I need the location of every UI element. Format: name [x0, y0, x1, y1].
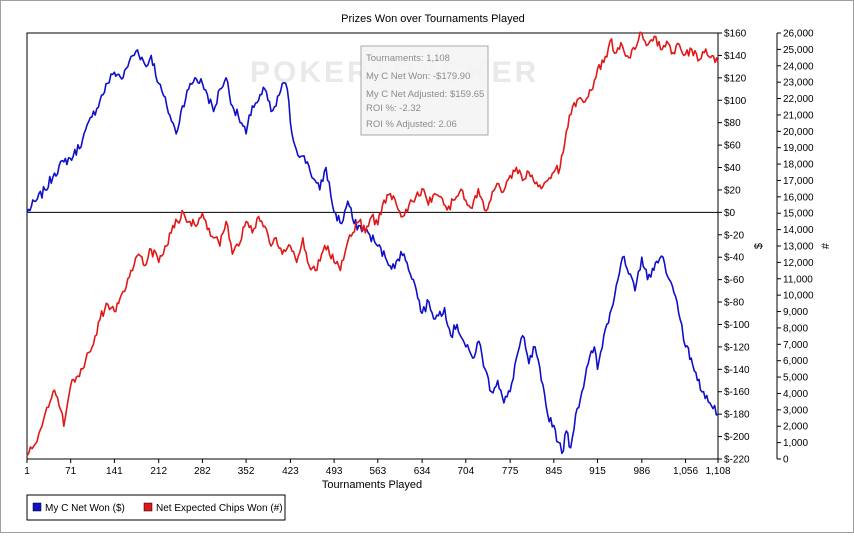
tooltip-line: Tournaments: 1,108 — [366, 53, 450, 64]
y-right-tick-label: 10,000 — [783, 291, 814, 302]
legend-item[interactable]: My C Net Won ($) — [32, 502, 125, 514]
x-tick-label: 282 — [194, 466, 211, 477]
y-right-tick-label: 26,000 — [783, 29, 814, 40]
y-left-tick-label: $20 — [724, 185, 741, 196]
y-right-tick-label: 20,000 — [783, 127, 814, 138]
x-tick-label: 352 — [238, 466, 255, 477]
y-left-tick-label: $40 — [724, 163, 741, 174]
y-right-tick-label: 19,000 — [783, 143, 814, 154]
x-tick-label: 1 — [24, 466, 30, 477]
y-right-tick-label: 2,000 — [783, 422, 808, 433]
y-right-tick-label: 17,000 — [783, 176, 814, 187]
x-axis: 1 71 141 212 282 352 423 493 563 634 704 775 845 915 9… — [24, 459, 731, 477]
x-tick-label: 212 — [150, 466, 167, 477]
y-right-tick-label: 25,000 — [783, 45, 814, 56]
y-left-tick-label: $60 — [724, 141, 741, 152]
y-right-tick-label: 9,000 — [783, 307, 808, 318]
series-line — [26, 49, 719, 455]
chart-title: Prizes Won over Tournaments Played — [341, 13, 525, 25]
y-right-tick-label: 12,000 — [783, 258, 814, 269]
y-right-tick-label: 13,000 — [783, 242, 814, 253]
y-axis-left: $-220 $-200 $-180 $-160 $-140 $-120 $-100 $-80 $… — [718, 29, 750, 466]
y-right-tick-label: 14,000 — [783, 225, 814, 236]
legend: My C Net Won ($) Net Expected Chips Won … — [26, 494, 286, 521]
y-axis-right: 0 1,000 2,000 3,000 4,000 5,000 6,000 7,000 8,00… — [776, 29, 814, 466]
y-right-tick-label: 24,000 — [783, 61, 814, 72]
y-right-tick-label: 3,000 — [783, 405, 808, 416]
y-left-tick-label: $-180 — [724, 410, 750, 421]
legend-label: My C Net Won ($) — [45, 503, 125, 514]
x-tick-label: 563 — [369, 466, 386, 477]
x-tick-label: 704 — [457, 466, 474, 477]
series-line — [26, 31, 719, 457]
y-axis-right-title: # — [820, 242, 832, 249]
y-left-tick-label: $80 — [724, 118, 741, 129]
y-left-tick-label: $-40 — [724, 253, 744, 264]
y-right-tick-label: 6,000 — [783, 356, 808, 367]
legend-label: Net Expected Chips Won (#) — [156, 503, 283, 514]
tooltip-line: My C Net Adjusted: $159.65 — [366, 89, 484, 100]
y-right-tick-label: 22,000 — [783, 94, 814, 105]
y-right-tick-label: 23,000 — [783, 78, 814, 89]
x-tick-label: 1,108 — [705, 466, 730, 477]
y-left-tick-label: $-80 — [724, 298, 744, 309]
y-left-tick-label: $-100 — [724, 320, 750, 331]
y-right-tick-label: 8,000 — [783, 323, 808, 334]
y-right-tick-label: 18,000 — [783, 160, 814, 171]
y-right-tick-label: 16,000 — [783, 192, 814, 203]
tooltip-line: ROI %: -2.32 — [366, 103, 421, 114]
x-tick-label: 845 — [545, 466, 562, 477]
x-tick-label: 493 — [326, 466, 343, 477]
x-tick-label: 141 — [106, 466, 123, 477]
y-right-tick-label: 11,000 — [783, 274, 813, 285]
y-left-tick-label: $-160 — [724, 387, 750, 398]
y-left-tick-label: $0 — [724, 208, 736, 219]
tooltip-line: My C Net Won: -$179.90 — [366, 71, 470, 82]
y-left-tick-label: $-220 — [724, 455, 750, 466]
x-tick-label: 71 — [65, 466, 77, 477]
plot-area — [26, 32, 719, 460]
x-tick-label: 775 — [502, 466, 519, 477]
y-left-tick-label: $-120 — [724, 342, 750, 353]
y-right-tick-label: 15,000 — [783, 209, 814, 220]
tooltip-line: ROI % Adjusted: 2.06 — [366, 119, 457, 130]
x-tick-label: 915 — [589, 466, 606, 477]
y-left-tick-label: $140 — [724, 51, 747, 62]
y-left-tick-label: $-200 — [724, 432, 750, 443]
x-tick-label: 634 — [414, 466, 431, 477]
x-tick-label: 1,056 — [673, 466, 698, 477]
legend-item[interactable]: Net Expected Chips Won (#) — [143, 502, 283, 514]
legend-swatch — [143, 502, 153, 512]
tooltip: Tournaments: 1,108 My C Net Won: -$179.9… — [360, 45, 489, 136]
y-right-tick-label: 4,000 — [783, 389, 808, 400]
y-right-tick-label: 0 — [783, 455, 789, 466]
y-left-tick-label: $-140 — [724, 365, 750, 376]
legend-swatch — [32, 502, 42, 512]
y-left-tick-label: $120 — [724, 73, 747, 84]
y-left-tick-label: $160 — [724, 29, 747, 40]
y-left-tick-label: $-20 — [724, 230, 744, 241]
y-axis-left-title: $ — [753, 243, 765, 249]
y-right-tick-label: 7,000 — [783, 340, 808, 351]
y-left-tick-label: $100 — [724, 96, 747, 107]
series-group — [26, 31, 719, 457]
x-tick-label: 423 — [282, 466, 299, 477]
y-right-tick-label: 5,000 — [783, 373, 808, 384]
y-right-tick-label: 21,000 — [783, 110, 814, 121]
x-axis-title: Tournaments Played — [322, 479, 422, 491]
y-left-tick-label: $-60 — [724, 275, 744, 286]
x-tick-label: 986 — [634, 466, 651, 477]
y-right-tick-label: 1,000 — [783, 438, 808, 449]
